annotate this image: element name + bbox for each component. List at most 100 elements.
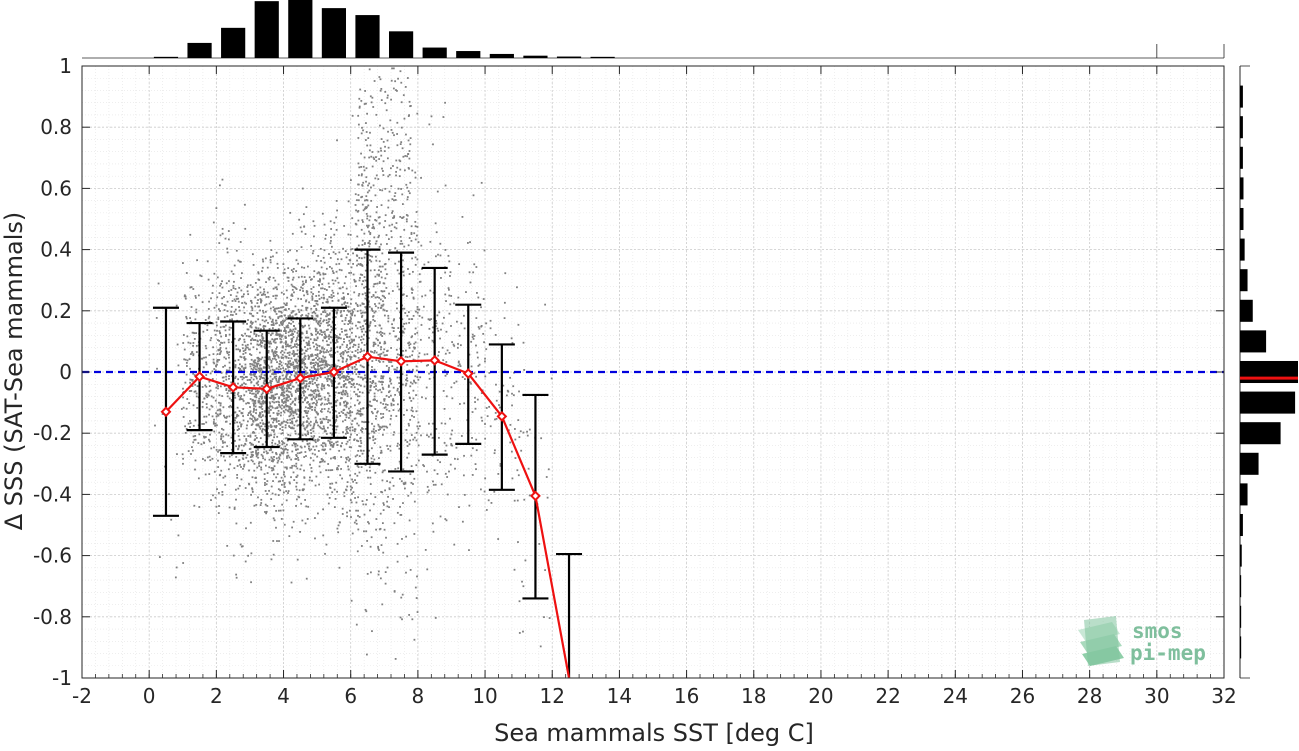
scatter-point <box>238 359 240 361</box>
scatter-point <box>478 326 480 328</box>
scatter-point <box>514 428 516 430</box>
scatter-point <box>276 313 278 315</box>
scatter-point <box>354 371 356 373</box>
scatter-point <box>387 404 389 406</box>
scatter-point <box>269 240 271 242</box>
scatter-point <box>317 349 319 351</box>
scatter-point <box>215 400 217 402</box>
scatter-point <box>358 174 360 176</box>
scatter-point <box>241 384 243 386</box>
scatter-point <box>374 369 376 371</box>
scatter-point <box>328 253 330 255</box>
scatter-point <box>236 295 238 297</box>
scatter-point <box>238 435 240 437</box>
scatter-point <box>338 376 340 378</box>
scatter-point <box>329 318 331 320</box>
scatter-point <box>242 408 244 410</box>
scatter-point <box>307 432 309 434</box>
scatter-point <box>228 415 230 417</box>
scatter-point <box>256 437 258 439</box>
scatter-point <box>293 442 295 444</box>
scatter-point <box>282 354 284 356</box>
scatter-point <box>411 258 413 260</box>
scatter-point <box>312 403 314 405</box>
scatter-point <box>432 331 434 333</box>
scatter-point <box>364 103 366 105</box>
scatter-point <box>275 452 277 454</box>
scatter-point <box>362 182 364 184</box>
scatter-point <box>300 227 302 229</box>
scatter-point <box>386 310 388 312</box>
scatter-point <box>341 320 343 322</box>
scatter-point <box>301 447 303 449</box>
scatter-point <box>245 527 247 529</box>
scatter-point <box>236 523 238 525</box>
scatter-point <box>289 384 291 386</box>
scatter-point <box>458 263 460 265</box>
scatter-point <box>412 383 414 385</box>
scatter-point <box>283 410 285 412</box>
scatter-point <box>361 257 363 259</box>
scatter-point <box>381 335 383 337</box>
scatter-point <box>345 429 347 431</box>
scatter-point <box>362 414 364 416</box>
scatter-point <box>285 376 287 378</box>
scatter-point <box>326 544 328 546</box>
scatter-point <box>202 406 204 408</box>
scatter-point <box>397 388 399 390</box>
scatter-point <box>313 359 315 361</box>
scatter-point <box>292 333 294 335</box>
scatter-point <box>221 491 223 493</box>
scatter-point <box>343 310 345 312</box>
scatter-point <box>295 270 297 272</box>
scatter-point <box>322 273 324 275</box>
scatter-point <box>485 348 487 350</box>
scatter-point <box>421 324 423 326</box>
scatter-point <box>347 253 349 255</box>
scatter-point <box>356 393 358 395</box>
scatter-point <box>364 157 366 159</box>
scatter-point <box>248 470 250 472</box>
scatter-point <box>335 216 337 218</box>
scatter-point <box>276 380 278 382</box>
scatter-point <box>304 446 306 448</box>
scatter-point <box>402 594 404 596</box>
scatter-point <box>264 511 266 513</box>
scatter-point <box>309 449 311 451</box>
scatter-point <box>292 410 294 412</box>
scatter-point <box>384 407 386 409</box>
scatter-point <box>213 359 215 361</box>
scatter-point <box>350 179 352 181</box>
scatter-point <box>275 527 277 529</box>
scatter-point <box>397 443 399 445</box>
scatter-point <box>269 328 271 330</box>
scatter-point <box>396 390 398 392</box>
scatter-point <box>384 146 386 148</box>
scatter-point <box>423 306 425 308</box>
scatter-point <box>307 407 309 409</box>
scatter-point <box>316 422 318 424</box>
scatter-point <box>336 339 338 341</box>
scatter-point <box>260 298 262 300</box>
scatter-point <box>365 298 367 300</box>
scatter-point <box>365 139 367 141</box>
scatter-point <box>228 341 230 343</box>
scatter-point <box>409 439 411 441</box>
scatter-point <box>198 506 200 508</box>
scatter-point <box>264 344 266 346</box>
scatter-point <box>278 366 280 368</box>
scatter-point <box>283 492 285 494</box>
scatter-point <box>322 364 324 366</box>
scatter-point <box>369 240 371 242</box>
scatter-point <box>276 361 278 363</box>
scatter-point <box>353 383 355 385</box>
scatter-point <box>388 410 390 412</box>
scatter-point <box>448 295 450 297</box>
scatter-point <box>378 303 380 305</box>
scatter-point <box>247 414 249 416</box>
scatter-point <box>418 460 420 462</box>
scatter-point <box>333 283 335 285</box>
scatter-point <box>257 278 259 280</box>
scatter-point <box>269 381 271 383</box>
scatter-point <box>381 452 383 454</box>
